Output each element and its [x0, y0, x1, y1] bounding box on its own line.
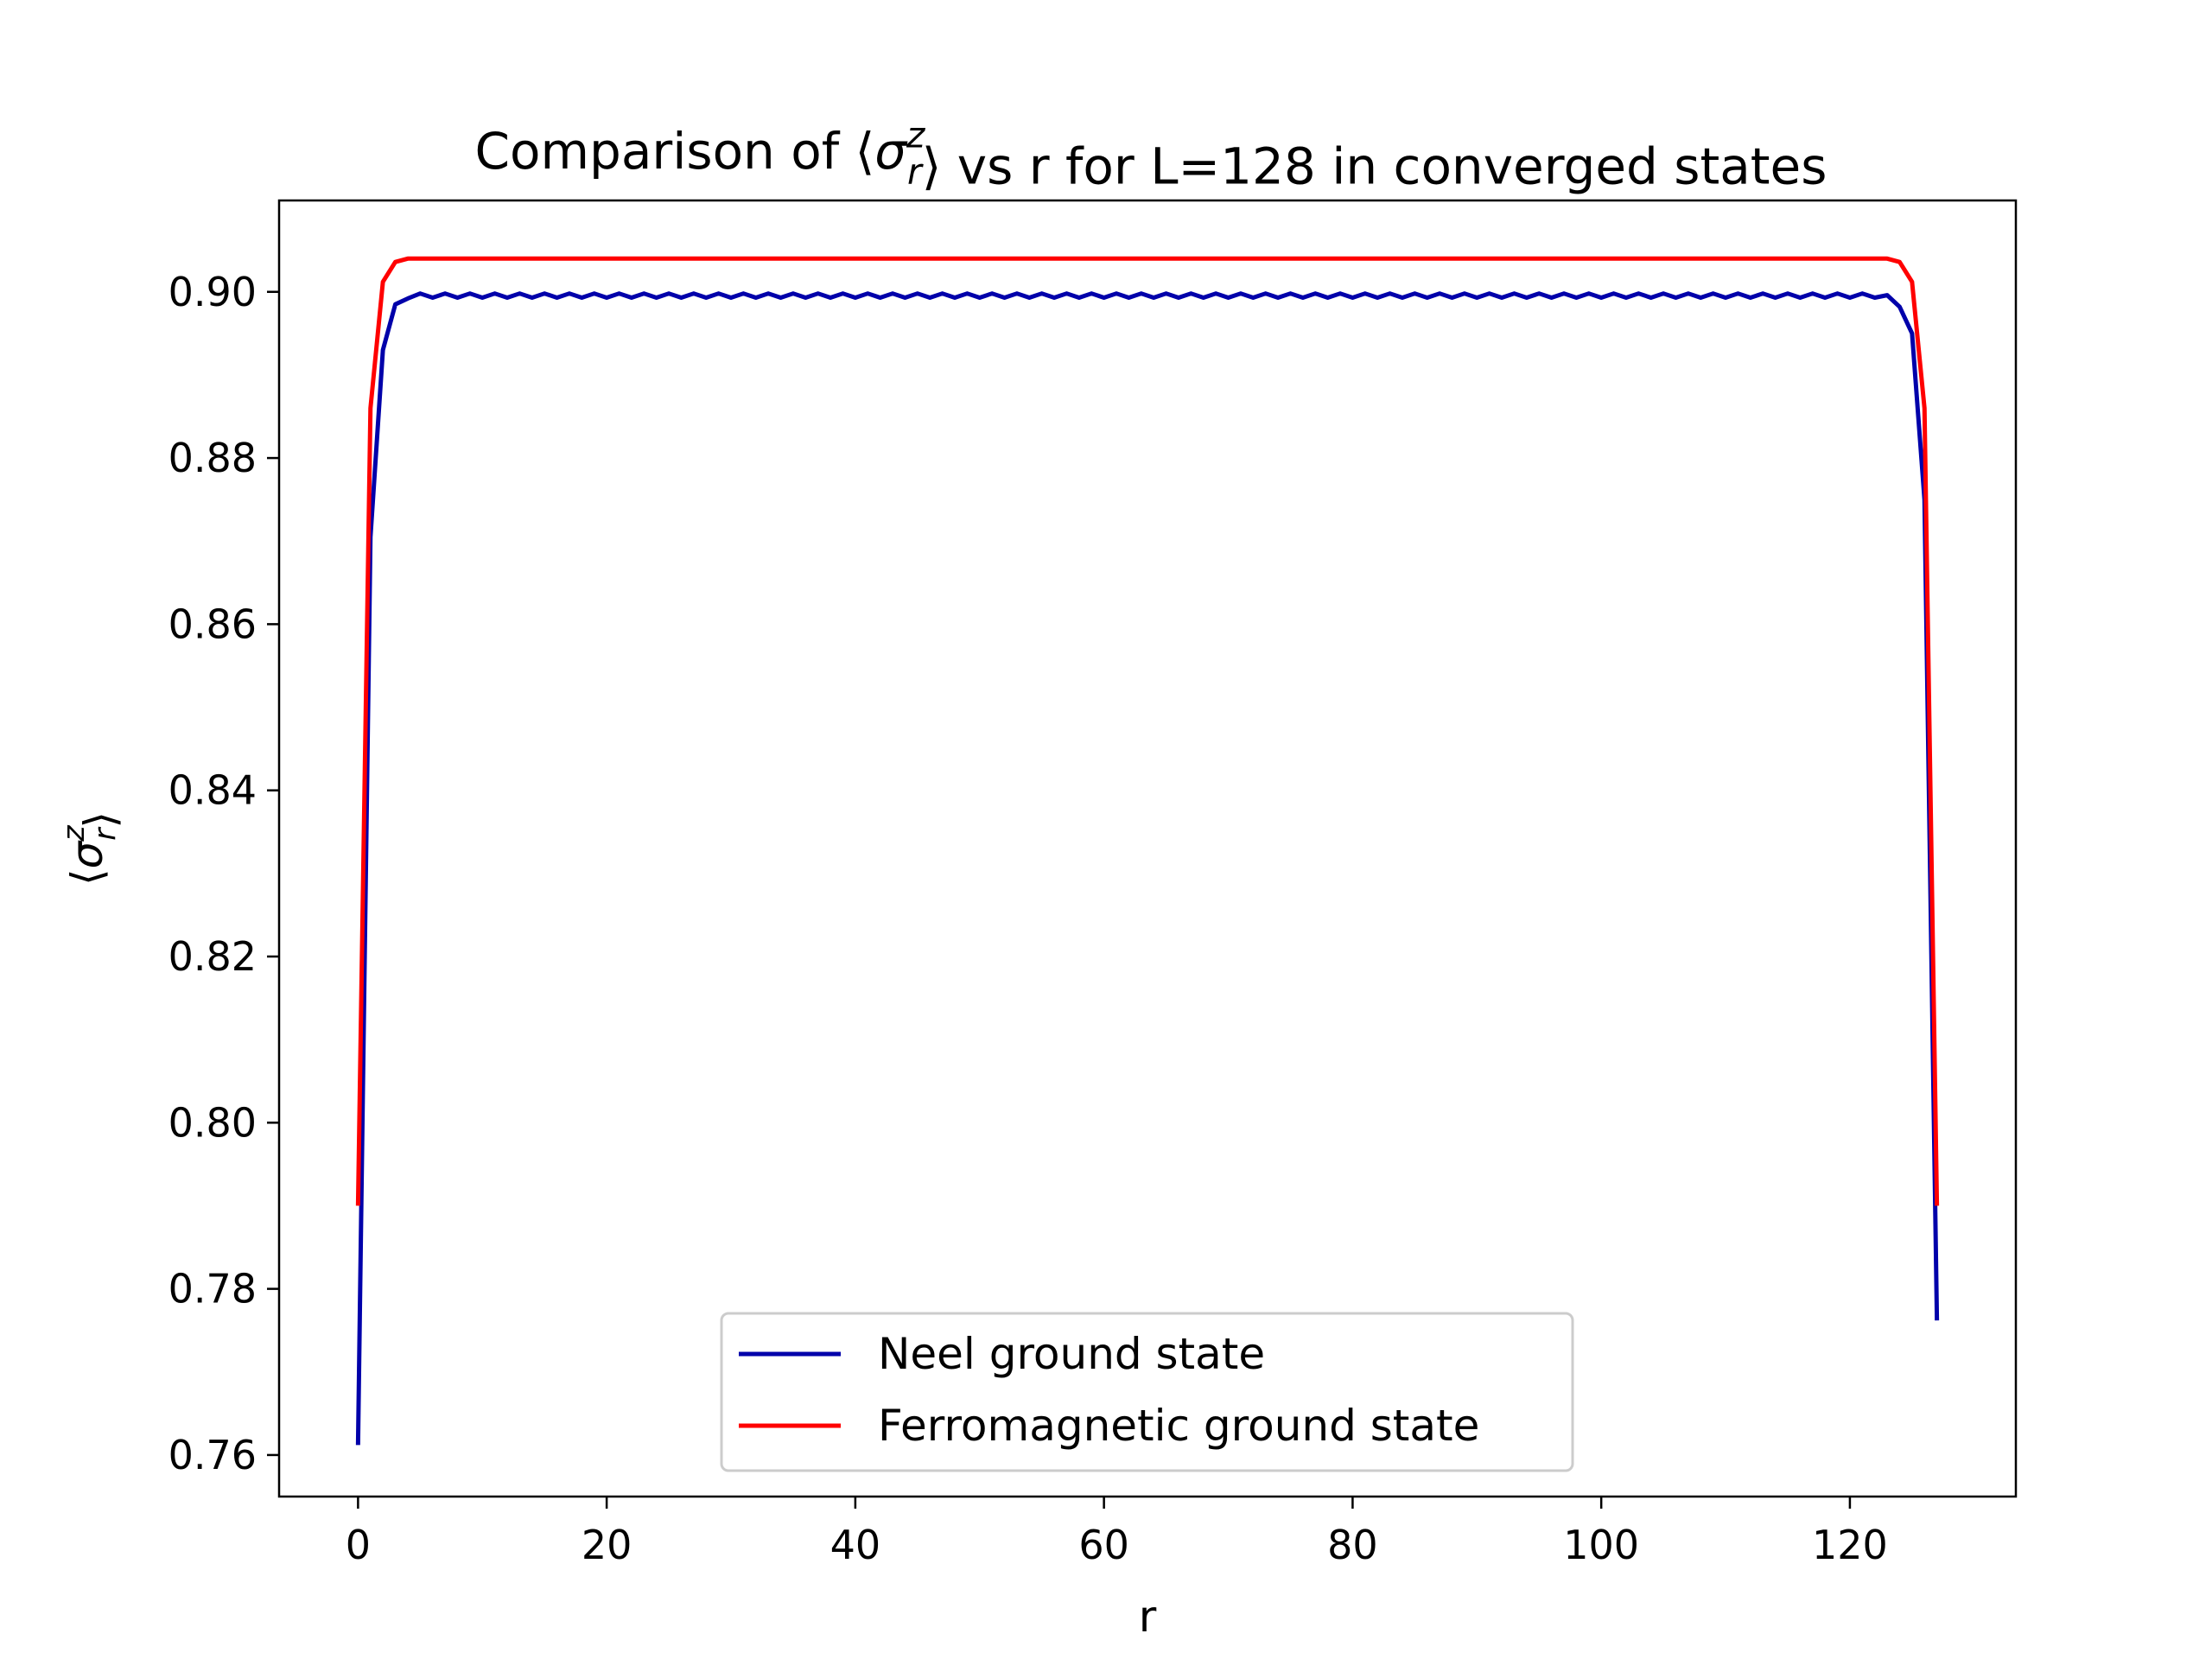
y-tick-label: 0.82	[168, 933, 257, 980]
x-tick-label: 120	[1812, 1522, 1888, 1568]
y-axis-ticks: 0.76 0.78 0.80 0.82 0.84 0.86 0.88 0.90	[168, 269, 279, 1478]
legend: Neel ground state Ferromagnetic ground st…	[720, 1312, 1574, 1472]
series-line-ferromagnetic	[355, 256, 1940, 1206]
y-tick-label: 0.86	[168, 601, 257, 647]
x-axis-ticks: 0 20 40 60 80 100 120	[346, 1497, 1888, 1568]
x-tick-label: 40	[830, 1522, 881, 1568]
series-line-neel	[355, 291, 1940, 1446]
x-tick-label: 0	[346, 1522, 371, 1568]
x-tick-label: 80	[1327, 1522, 1378, 1568]
x-tick-label: 60	[1078, 1522, 1129, 1568]
legend-box	[720, 1312, 1574, 1472]
legend-label: Ferromagnetic ground state	[878, 1401, 1479, 1451]
x-tick-label: 20	[582, 1522, 632, 1568]
y-tick-label: 0.88	[168, 435, 257, 481]
y-axis-label: ⟨σzr⟩	[57, 811, 125, 886]
y-tick-label: 0.84	[168, 767, 257, 814]
axes-frame	[277, 199, 2018, 1498]
legend-label: Neel ground state	[878, 1329, 1265, 1379]
y-tick-label: 0.76	[168, 1432, 257, 1478]
y-tick-label: 0.78	[168, 1266, 257, 1313]
x-tick-label: 100	[1563, 1522, 1639, 1568]
y-tick-label: 0.90	[168, 269, 257, 315]
plot-lines	[355, 256, 1940, 1446]
chart-title: Comparison of ⟨σz r⟩ vs r for L=128 in co…	[475, 115, 1827, 196]
x-axis-label: r	[1139, 1592, 1157, 1642]
y-tick-label: 0.80	[168, 1099, 257, 1146]
